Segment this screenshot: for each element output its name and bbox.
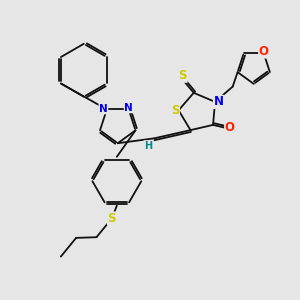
Text: S: S (171, 104, 179, 117)
Text: O: O (259, 45, 269, 58)
Text: N: N (213, 95, 224, 108)
Text: S: S (178, 69, 187, 82)
Text: H: H (144, 141, 152, 151)
Text: N: N (124, 103, 133, 113)
Text: O: O (225, 121, 235, 134)
Text: S: S (107, 212, 116, 225)
Text: N: N (99, 104, 108, 114)
